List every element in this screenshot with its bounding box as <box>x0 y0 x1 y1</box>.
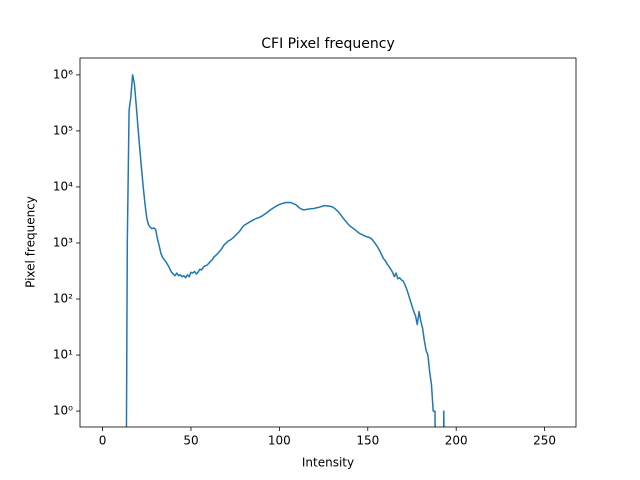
x-axis-label: Intensity <box>302 456 354 470</box>
y-tick-label: 10⁶ <box>53 67 73 81</box>
x-tick-label: 250 <box>533 434 556 448</box>
x-tick-label: 50 <box>183 434 198 448</box>
y-tick-label: 10² <box>53 292 73 306</box>
y-tick-label: 10¹ <box>53 348 73 362</box>
y-tick-label: 10⁴ <box>53 179 73 193</box>
data-line <box>125 74 445 427</box>
x-tick-label: 200 <box>445 434 468 448</box>
plot-area <box>125 74 445 427</box>
x-tick-label: 0 <box>99 434 107 448</box>
y-axis-label: Pixel frequency <box>24 196 38 288</box>
x-tick-label: 150 <box>356 434 379 448</box>
x-tick-label: 100 <box>268 434 291 448</box>
y-tick-label: 10⁰ <box>53 404 73 418</box>
plot-frame <box>79 57 577 428</box>
chart-title: CFI Pixel frequency <box>261 36 394 52</box>
y-tick-label: 10⁵ <box>53 123 73 137</box>
y-tick-label: 10³ <box>53 235 73 249</box>
